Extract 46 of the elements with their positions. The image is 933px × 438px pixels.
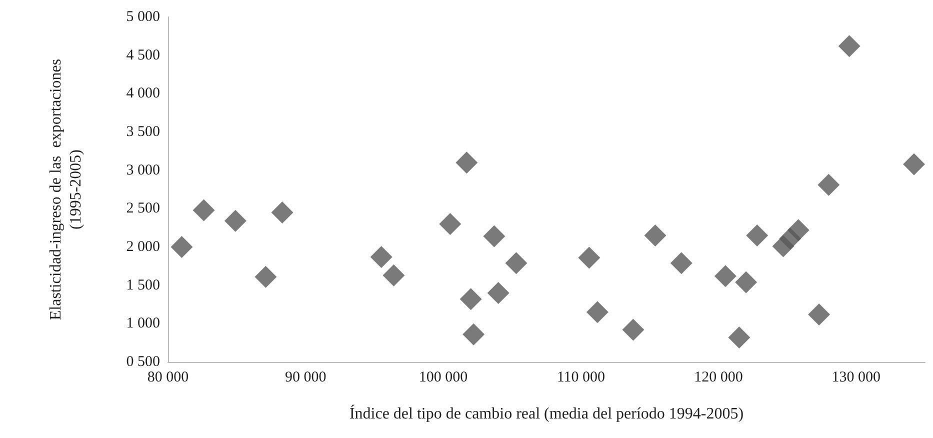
point [586,301,608,324]
y-tick-label: 2 000 [126,239,160,255]
y-axis-title: Elasticidad-ingreso de las exportaciones (1995-2005) [48,58,84,320]
point [902,153,925,176]
y-tick-label: 4 000 [126,86,160,102]
point [170,236,193,258]
x-tick-label: 110 000 [556,370,606,386]
y-tick-label: 0 500 [126,354,160,370]
point [224,210,246,232]
point [735,271,758,294]
y-tick-label: 3 000 [126,162,160,178]
point [487,282,510,304]
point [382,264,405,286]
y-tick-label: 1 500 [126,277,160,294]
y-tick-label: 2 500 [126,200,160,217]
x-tick-label: 130 000 [832,370,881,386]
point [192,199,215,222]
y-tick-label: 3 500 [126,124,160,140]
point [370,246,392,268]
x-axis-title: Índice del tipo de cambio real (media del período 1994-2005) [349,404,744,422]
point [818,174,840,196]
point [254,266,277,288]
point [808,303,830,326]
point [578,246,600,269]
point [714,265,736,288]
point [462,323,485,346]
x-tick-label: 90 000 [285,370,326,386]
point [728,326,750,348]
point [483,225,506,248]
point [746,224,768,246]
point [838,35,860,58]
point [670,252,692,274]
x-tick-label: 80 000 [147,370,189,386]
point [787,219,810,242]
x-tick-label: 120 000 [694,370,743,386]
point [439,213,462,235]
point [644,224,666,246]
point [622,318,644,341]
y-tick-label: 4 500 [126,47,160,64]
y-tick-label: 5 000 [126,9,160,25]
point [271,202,294,224]
x-tick-label: 100 000 [418,370,468,386]
point [460,288,482,310]
point [456,152,478,174]
point [505,252,528,274]
y-tick-label: 1 000 [126,316,160,332]
